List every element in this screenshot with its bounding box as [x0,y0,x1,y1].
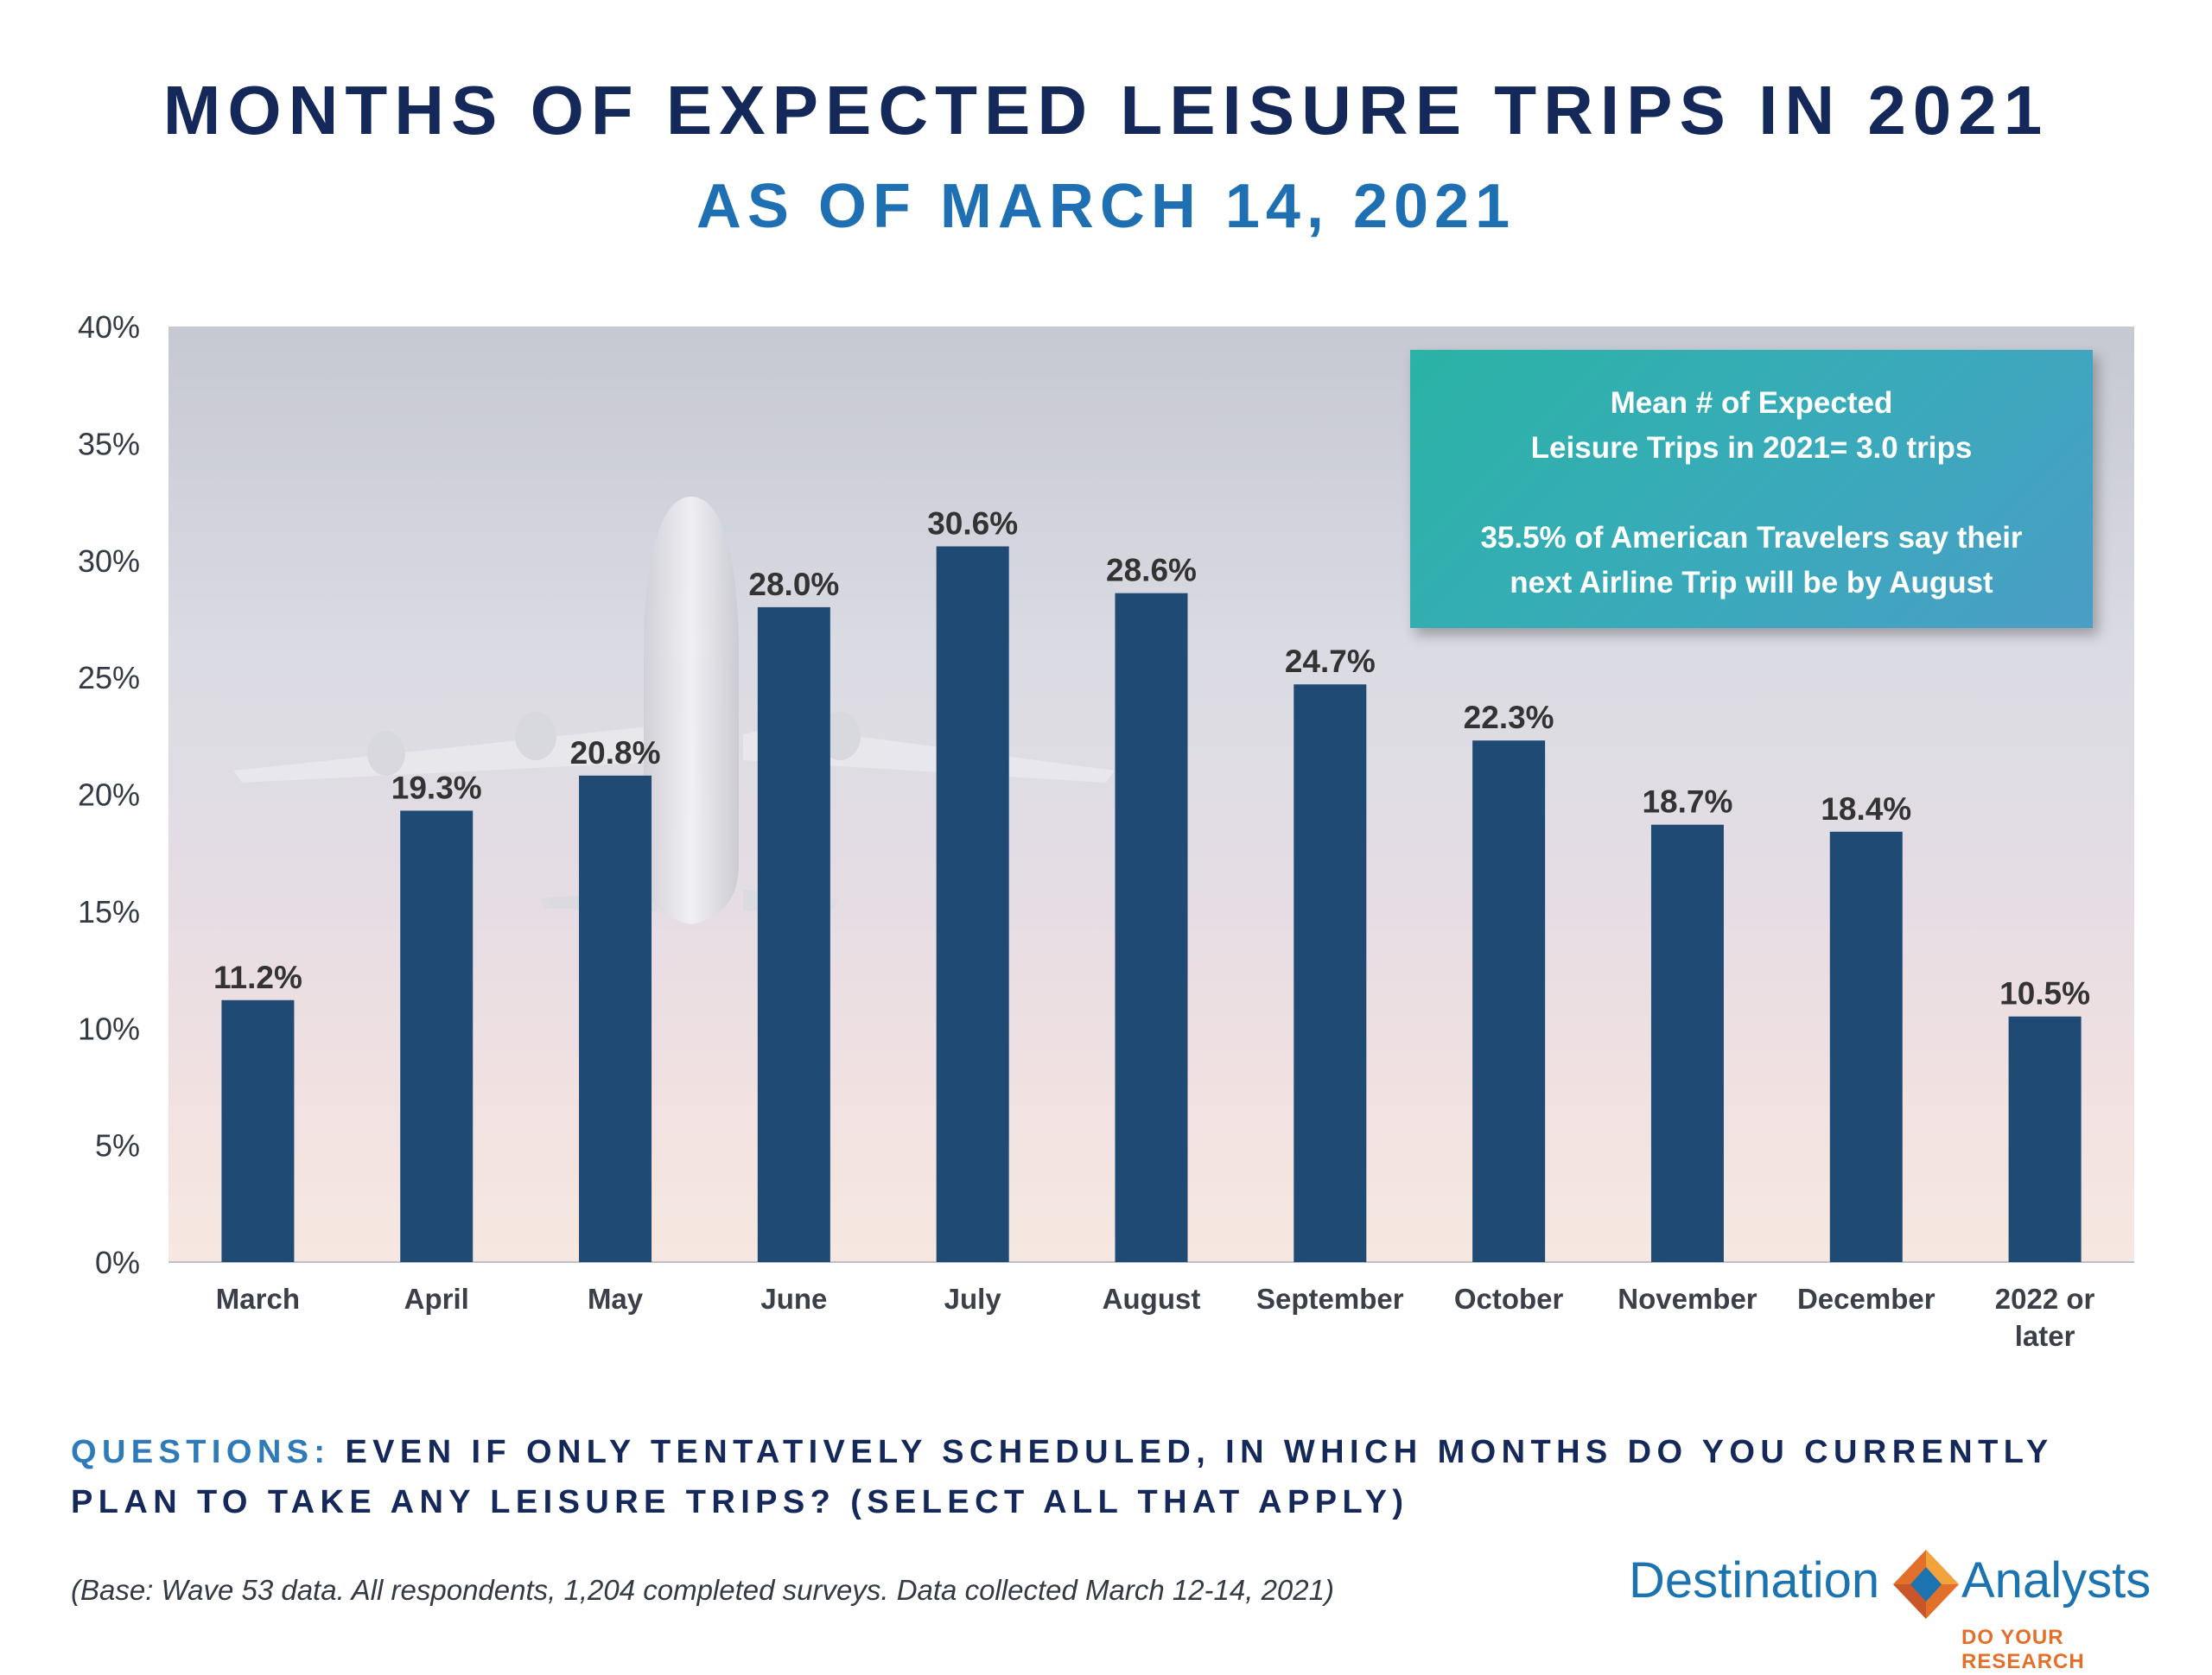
bar-series [221,546,2082,1262]
chart-subtitle: AS OF MARCH 14, 2021 [696,172,1516,241]
bar [1650,824,1724,1262]
bar [400,810,474,1262]
bar-chart: 0% 5% 10% 15% 20% 25% 30% 35% 40% 11.2% 19.3% 20.8… [78,309,2134,1352]
question-label: QUESTIONS: [71,1434,331,1470]
x-tick-label: later [2015,1320,2075,1352]
base-note: (Base: Wave 53 data. All respondents, 1,… [71,1574,1334,1606]
y-tick-label: 5% [95,1128,140,1164]
y-tick-label: 15% [78,894,140,929]
x-tick-label: April [404,1283,469,1315]
x-tick-label: May [588,1283,644,1315]
bar-value-label: 28.6% [1106,553,1197,588]
x-tick-label: 2022 or [1995,1283,2095,1315]
bar [1472,740,1546,1262]
summary-callout-box: Mean # of Expected Leisure Trips in 2021… [1410,350,2093,628]
callout-spacer [1410,471,2093,516]
survey-question: QUESTIONS: EVEN IF ONLY TENTATIVELY SCHE… [71,1427,2162,1527]
callout-line-3: 35.5% of American Travelers say their [1480,521,2023,555]
bar-value-label: 28.0% [748,567,839,602]
bar [2008,1016,2082,1262]
y-tick-label: 35% [78,426,140,461]
callout-line-1: Mean # of Expected [1610,386,1893,420]
bar [579,775,652,1262]
y-tick-label: 10% [78,1011,140,1046]
logo-word-analysts: Analysts [1961,1552,2152,1608]
destination-analysts-logo: Destination Analysts DO YOUR RESEARCH [1629,1548,2182,1673]
callout-line-2: Leisure Trips in 2021= 3.0 trips [1530,431,1973,465]
bar-value-label: 20.8% [570,735,661,771]
x-tick-label: August [1103,1283,1201,1315]
bar [936,546,1009,1262]
bar-value-label: 24.7% [1285,644,1376,679]
y-tick-label: 0% [95,1245,140,1280]
bar [1829,831,1903,1262]
bar [757,606,830,1262]
y-tick-label: 20% [78,777,140,813]
bar [221,999,295,1262]
bar [1115,593,1188,1262]
bar-value-label: 30.6% [927,506,1018,542]
x-tick-label: September [1256,1283,1404,1315]
bar-value-label: 22.3% [1464,700,1554,735]
x-axis: March April May June July August September Octo… [216,1283,2095,1352]
chart-title: MONTHS OF EXPECTED LEISURE TRIPS IN 2021 [162,72,2050,149]
data-labels: 11.2% 19.3% 20.8% 28.0% 30.6% 28.6% 24.7% 22.3%… [213,506,2090,1012]
x-tick-label: July [944,1283,1002,1315]
x-tick-label: October [1454,1283,1564,1315]
diamond-logo-icon [1893,1550,1959,1619]
y-tick-label: 30% [78,543,140,579]
x-tick-label: June [760,1283,827,1315]
logo-tagline: DO YOUR RESEARCH [1961,1626,2085,1673]
x-tick-label: December [1797,1283,1936,1315]
y-tick-label: 40% [78,309,140,345]
logo-word-destination: Destination [1629,1552,1880,1608]
bar-value-label: 19.3% [391,770,482,805]
bar [1294,684,1367,1262]
y-tick-label: 25% [78,660,140,695]
question-text: EVEN IF ONLY TENTATIVELY SCHEDULED, IN W… [71,1434,2053,1520]
callout-line-4: next Airline Trip will be by August [1510,566,1993,600]
x-tick-label: November [1618,1283,1758,1315]
bar-value-label: 18.4% [1821,791,1911,827]
bar-value-label: 18.7% [1642,784,1732,820]
x-tick-label: March [216,1283,300,1315]
bar-value-label: 10.5% [1999,976,2090,1012]
bar-value-label: 11.2% [213,960,302,995]
y-axis: 0% 5% 10% 15% 20% 25% 30% 35% 40% [78,309,140,1280]
